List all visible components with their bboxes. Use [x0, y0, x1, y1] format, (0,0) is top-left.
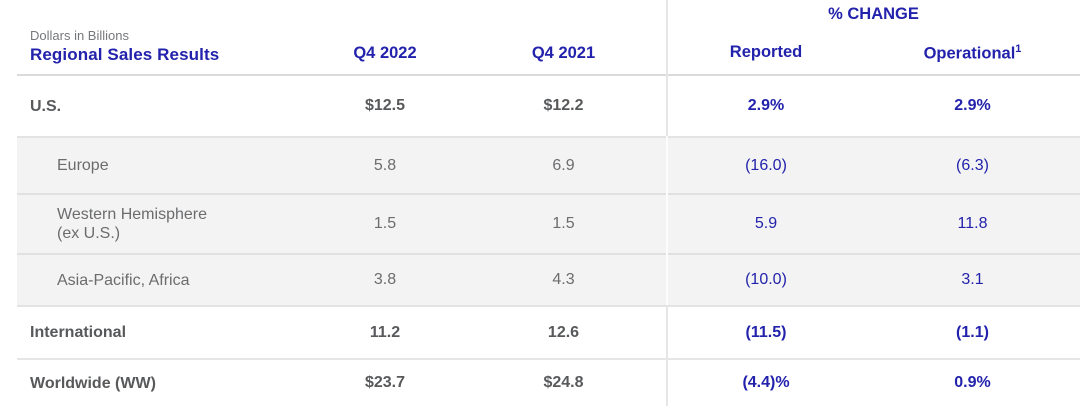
table-header: Dollars in Billions Regional Sales Resul…	[17, 0, 1080, 76]
row-western-hemisphere: Western Hemisphere (ex U.S.) 1.5 1.5 5.9…	[17, 193, 1080, 253]
section-divider	[666, 0, 668, 406]
value-q4-2022: 3.8	[373, 271, 397, 288]
value-reported: (4.4)%	[742, 374, 790, 391]
region-label: U.S.	[30, 97, 62, 115]
value-reported: (16.0)	[745, 156, 787, 174]
value-q4-2021: 4.3	[552, 271, 575, 288]
column-header-operational: Operational1	[865, 43, 1080, 64]
table-subtitle: Dollars in Billions	[30, 28, 129, 43]
region-label-line1: Western Hemisphere	[57, 206, 207, 223]
row-europe: Europe 5.8 6.9 (16.0) (6.3)	[17, 136, 1080, 193]
footnote-marker: 1	[1015, 42, 1022, 55]
pct-change-subheaders: Reported Operational1	[667, 43, 1080, 75]
value-q4-2021: $12.2	[543, 97, 584, 114]
column-header-q4-2021: Q4 2021	[531, 44, 596, 62]
value-q4-2022: 1.5	[373, 215, 397, 232]
region-label: Asia-Pacific, Africa	[57, 271, 190, 289]
value-q4-2021: $24.8	[543, 374, 584, 391]
value-q4-2021: 12.6	[547, 323, 580, 341]
region-label: Western Hemisphere (ex U.S.)	[17, 205, 310, 243]
operational-label: Operational	[923, 44, 1016, 62]
page-title: Regional Sales Results	[30, 45, 220, 64]
value-q4-2022: $23.7	[364, 374, 406, 391]
value-operational: (6.3)	[956, 156, 989, 174]
row-us: U.S. $12.5 $12.2 2.9% 2.9%	[17, 76, 1080, 136]
value-q4-2022: 5.8	[373, 156, 397, 174]
value-q4-2021: 1.5	[552, 215, 575, 232]
value-reported: (10.0)	[745, 271, 787, 288]
value-reported: (11.5)	[745, 323, 787, 341]
value-operational: 11.8	[957, 215, 988, 232]
column-header-q4-2022: Q4 2022	[353, 44, 417, 62]
pct-change-group-label: % CHANGE	[828, 5, 919, 23]
region-label: Europe	[57, 157, 109, 174]
row-international: International 11.2 12.6 (11.5) (1.1)	[17, 305, 1080, 358]
column-header-reported: Reported	[729, 42, 803, 61]
pct-change-section-header: % CHANGE Reported Operational1	[667, 0, 1080, 74]
value-q4-2022: $12.5	[364, 97, 406, 114]
value-q4-2021: 6.9	[552, 156, 575, 174]
value-operational: (1.1)	[956, 323, 989, 341]
value-reported: 2.9%	[747, 97, 785, 114]
region-label: International	[30, 324, 127, 341]
value-operational: 0.9%	[954, 374, 991, 391]
value-q4-2022: 11.2	[369, 323, 401, 341]
title-cell: Dollars in Billions Regional Sales Resul…	[17, 0, 310, 74]
row-asia-pacific-africa: Asia-Pacific, Africa 3.8 4.3 (10.0) 3.1	[17, 253, 1080, 305]
row-worldwide: Worldwide (WW) $23.7 $24.8 (4.4)% 0.9%	[17, 358, 1080, 406]
value-operational: 3.1	[961, 271, 984, 288]
region-label: Worldwide (WW)	[30, 374, 156, 392]
value-operational: 2.9%	[954, 97, 991, 114]
value-reported: 5.9	[754, 215, 778, 232]
region-label-line2: (ex U.S.)	[57, 225, 121, 242]
